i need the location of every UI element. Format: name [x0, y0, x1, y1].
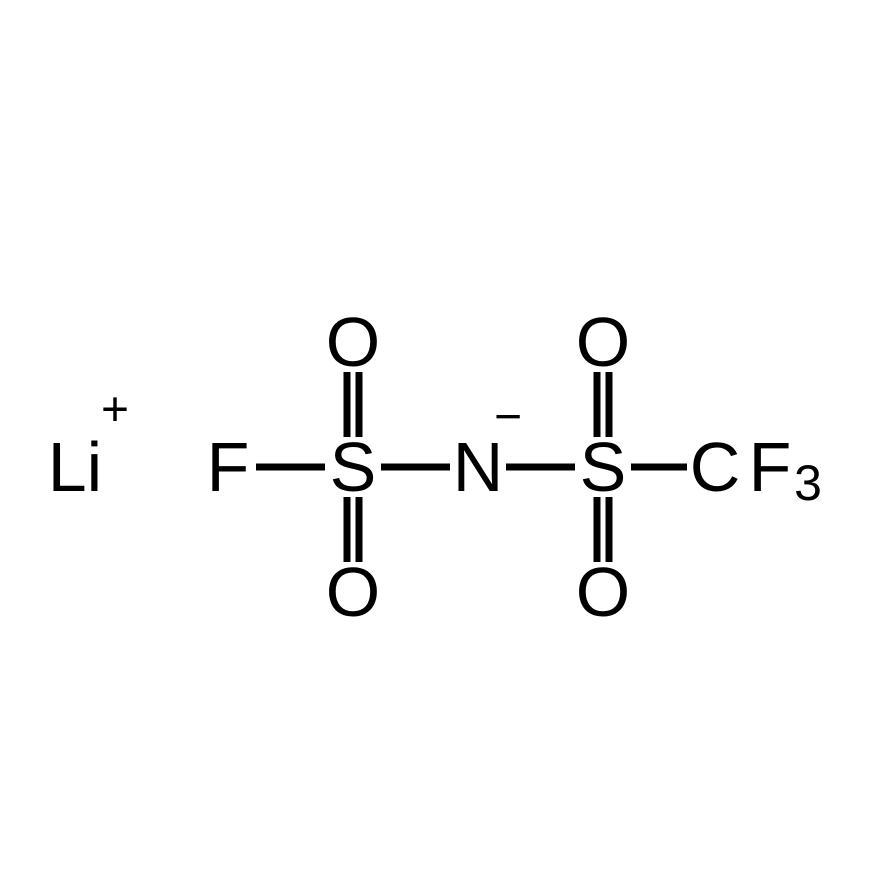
- svg-text:F: F: [207, 428, 250, 506]
- svg-text:F: F: [749, 428, 792, 506]
- svg-text:O: O: [326, 303, 380, 381]
- svg-text:3: 3: [794, 455, 822, 511]
- svg-text:O: O: [576, 553, 630, 631]
- svg-text:S: S: [580, 428, 627, 506]
- svg-text:Li: Li: [48, 428, 102, 506]
- svg-text:−: −: [494, 391, 522, 444]
- svg-text:O: O: [576, 303, 630, 381]
- svg-text:O: O: [326, 553, 380, 631]
- svg-text:S: S: [330, 428, 377, 506]
- svg-text:C: C: [690, 428, 741, 506]
- svg-text:+: +: [101, 384, 129, 437]
